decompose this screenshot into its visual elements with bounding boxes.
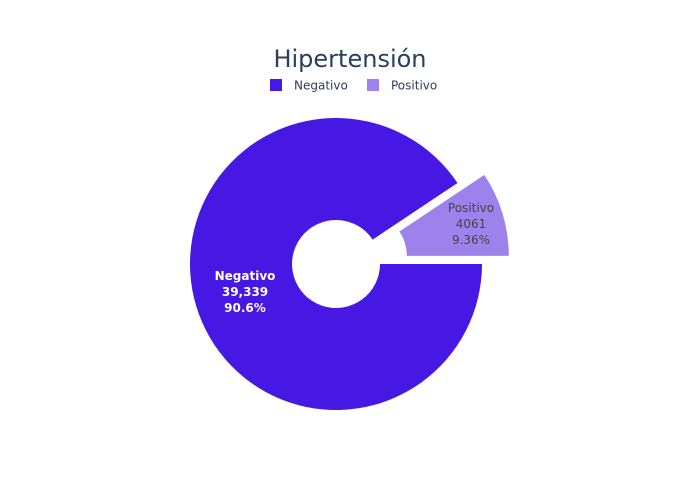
legend-item-positivo[interactable]: Positivo	[367, 79, 437, 93]
pie-slice-positivo[interactable]	[399, 174, 509, 256]
chart-title: Hipertensión	[273, 45, 426, 73]
pie-slice-negativo[interactable]	[190, 117, 482, 410]
legend-swatch-negativo	[270, 79, 282, 91]
slice-label-negativo-name: Negativo	[215, 269, 276, 283]
slice-label-positivo-percent: 9.36%	[452, 233, 490, 247]
legend-item-negativo[interactable]: Negativo	[270, 79, 348, 93]
legend-label-positivo: Positivo	[391, 79, 437, 93]
legend-label-negativo: Negativo	[294, 79, 348, 93]
legend-swatch-positivo	[367, 79, 379, 91]
slice-label-negativo-value: 39,339	[222, 285, 268, 299]
slice-label-negativo-percent: 90.6%	[224, 301, 266, 315]
slice-label-positivo: Positivo 4061 9.36%	[448, 201, 494, 247]
slice-label-negativo: Negativo 39,339 90.6%	[215, 269, 276, 315]
slice-label-positivo-name: Positivo	[448, 201, 494, 215]
slice-label-positivo-value: 4061	[456, 217, 487, 231]
legend: Negativo Positivo	[270, 79, 437, 93]
pie-slices	[190, 117, 509, 410]
